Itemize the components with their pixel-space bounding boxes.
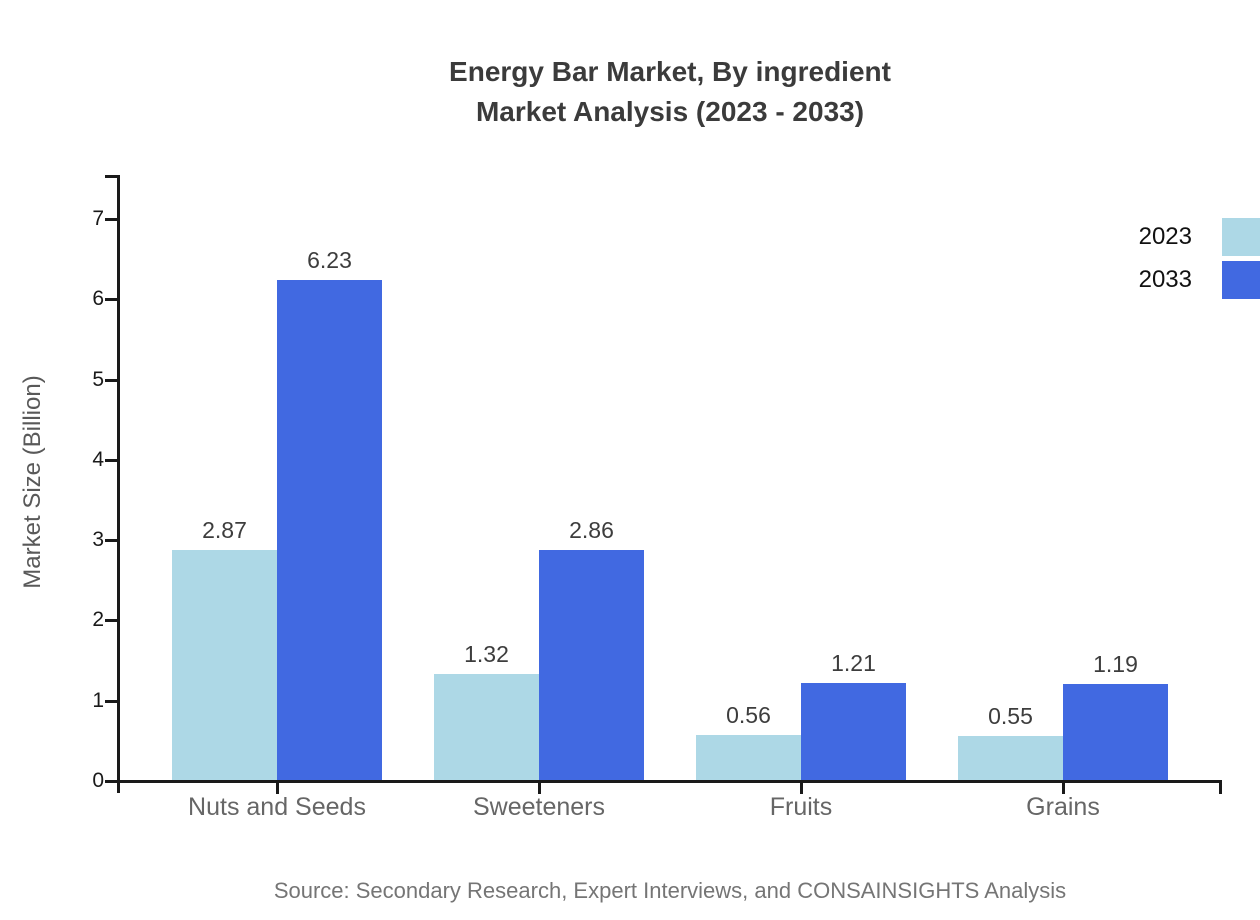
legend-item-2023: 2023 xyxy=(1139,218,1260,256)
bar-2033-grains xyxy=(1063,684,1168,780)
y-tick-label-2: 2 xyxy=(92,608,104,632)
bar-2023-fruits xyxy=(696,735,801,780)
chart-subtitle: Market Analysis (2023 - 2033) xyxy=(475,96,865,127)
chart-title: Energy Bar Market, By ingredient xyxy=(449,56,891,87)
legend-label-2023: 2023 xyxy=(1138,223,1192,250)
bar-value-label-2023-grains: 0.55 xyxy=(988,703,1033,729)
bar-value-label-2033-sweeteners: 2.86 xyxy=(569,517,614,543)
y-tick-1 xyxy=(105,699,118,703)
x-axis-spine xyxy=(110,780,1222,783)
y-tick-label-5: 5 xyxy=(92,367,104,391)
legend-item-2033: 2033 xyxy=(1139,261,1260,299)
legend-swatch-2023 xyxy=(1222,218,1260,256)
x-tick-fruits xyxy=(800,780,803,794)
legend-swatch-2033 xyxy=(1222,261,1260,299)
legend-label-2033: 2033 xyxy=(1138,266,1192,293)
y-tick-label-6: 6 xyxy=(92,287,104,311)
y-tick-5 xyxy=(105,378,118,382)
y-tick-label-4: 4 xyxy=(92,447,104,471)
bar-2033-nuts-and-seeds xyxy=(277,280,382,780)
x-category-label-fruits: Fruits xyxy=(769,793,833,821)
bar-2023-nuts-and-seeds xyxy=(172,550,277,780)
bar-2033-fruits xyxy=(801,683,906,780)
y-tick-7 xyxy=(105,217,118,221)
bar-value-label-2023-sweeteners: 1.32 xyxy=(464,641,509,667)
bar-value-label-2023-fruits: 0.56 xyxy=(726,702,771,728)
x-axis-end-tick xyxy=(1219,780,1222,794)
x-tick-grains xyxy=(1062,780,1065,794)
y-axis-title: Market Size (Billion) xyxy=(19,375,46,589)
bar-2033-sweeteners xyxy=(539,550,644,780)
bar-value-label-2033-fruits: 1.21 xyxy=(831,650,876,676)
x-tick-nuts-and-seeds xyxy=(276,780,279,794)
y-tick-label-7: 7 xyxy=(92,206,104,230)
y-tick-0 xyxy=(105,780,118,783)
x-category-label-sweeteners: Sweeteners xyxy=(472,793,606,821)
bar-value-label-2033-nuts-and-seeds: 6.23 xyxy=(307,247,352,273)
bar-2023-sweeteners xyxy=(434,674,539,780)
bar-2023-grains xyxy=(958,736,1063,780)
y-tick-6 xyxy=(105,298,118,302)
x-tick-sweeteners xyxy=(538,780,541,794)
y-tick-label-0: 0 xyxy=(92,769,104,792)
y-tick-2 xyxy=(105,619,118,623)
legend: 2023 2033 xyxy=(1139,218,1260,304)
x-category-label-grains: Grains xyxy=(1026,793,1100,821)
chart-title-block: Energy Bar Market, By ingredient Market … xyxy=(80,52,1260,132)
y-tick-label-1: 1 xyxy=(92,688,104,712)
y-tick-label-3: 3 xyxy=(92,528,104,552)
bar-value-label-2023-nuts-and-seeds: 2.87 xyxy=(202,517,247,543)
y-axis-top-tick xyxy=(105,175,118,178)
y-tick-3 xyxy=(105,539,118,543)
y-axis-spine xyxy=(117,175,120,793)
bar-value-label-2033-grains: 1.19 xyxy=(1093,651,1138,677)
y-tick-4 xyxy=(105,458,118,462)
x-category-label-nuts-and-seeds: Nuts and Seeds xyxy=(188,793,366,821)
source-note: Source: Secondary Research, Expert Inter… xyxy=(273,878,1067,903)
